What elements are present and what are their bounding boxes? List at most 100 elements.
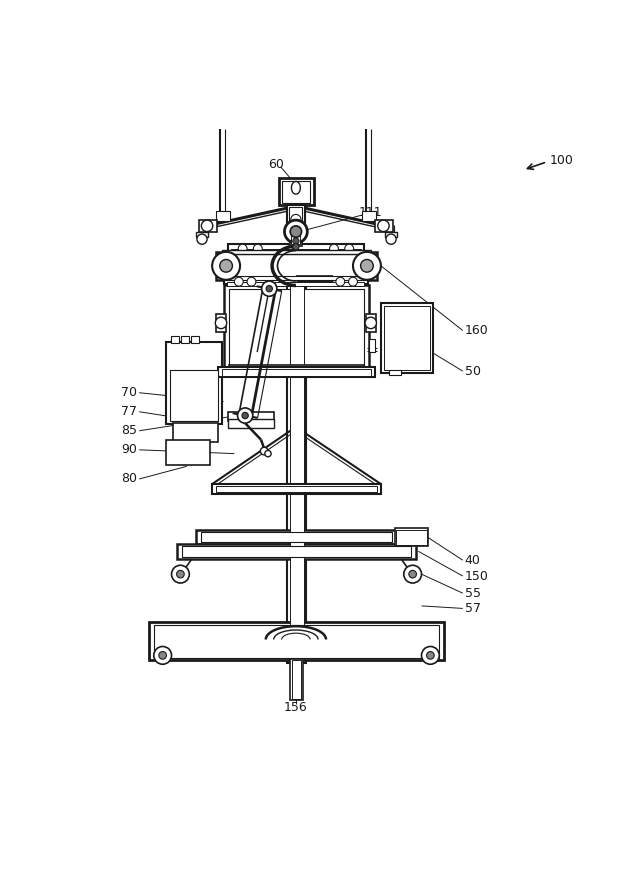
Bar <box>388 370 401 375</box>
Circle shape <box>253 244 262 253</box>
Bar <box>166 342 222 425</box>
Circle shape <box>177 570 184 578</box>
Bar <box>228 412 274 421</box>
Bar <box>181 335 189 343</box>
Circle shape <box>154 647 172 665</box>
Bar <box>365 314 376 332</box>
Circle shape <box>238 244 247 253</box>
Circle shape <box>260 447 268 455</box>
Circle shape <box>291 223 300 232</box>
Bar <box>170 370 218 421</box>
Circle shape <box>378 220 389 232</box>
Circle shape <box>202 220 212 232</box>
Bar <box>287 205 305 230</box>
Bar <box>395 528 428 546</box>
Circle shape <box>409 570 417 578</box>
Bar <box>291 232 300 244</box>
Circle shape <box>386 234 396 244</box>
Text: 111: 111 <box>359 206 383 219</box>
Circle shape <box>336 277 345 286</box>
Bar <box>216 252 377 280</box>
Circle shape <box>353 252 381 280</box>
Circle shape <box>345 244 354 253</box>
Circle shape <box>290 226 301 237</box>
Circle shape <box>266 285 273 292</box>
Bar <box>196 232 208 236</box>
Circle shape <box>220 260 232 272</box>
Circle shape <box>284 220 307 243</box>
Bar <box>289 284 303 660</box>
Bar <box>231 249 360 252</box>
Text: 50: 50 <box>465 365 481 377</box>
Text: 70: 70 <box>121 386 137 400</box>
Bar <box>222 369 371 376</box>
Bar <box>290 659 303 700</box>
Circle shape <box>237 408 253 423</box>
Bar <box>177 544 416 559</box>
Circle shape <box>242 412 248 418</box>
Bar <box>182 546 412 557</box>
Bar <box>228 289 364 365</box>
Bar <box>223 285 369 368</box>
Text: 90: 90 <box>122 443 137 457</box>
Circle shape <box>212 252 240 280</box>
Circle shape <box>422 647 439 665</box>
Text: 85: 85 <box>121 425 137 437</box>
Bar <box>292 660 301 698</box>
Circle shape <box>349 277 357 286</box>
Circle shape <box>292 244 299 250</box>
Bar <box>381 303 433 373</box>
Bar <box>287 284 306 663</box>
Text: 77: 77 <box>121 405 137 418</box>
Bar <box>384 307 429 370</box>
Circle shape <box>365 318 376 328</box>
Bar <box>220 253 373 278</box>
Bar <box>216 486 377 491</box>
Circle shape <box>234 277 243 286</box>
Bar <box>282 181 310 203</box>
Bar <box>196 531 397 544</box>
Bar <box>228 365 364 372</box>
Bar <box>201 533 392 542</box>
Circle shape <box>262 281 277 296</box>
Bar <box>223 277 368 284</box>
Bar <box>289 207 301 228</box>
Circle shape <box>159 651 166 659</box>
Bar <box>148 623 444 660</box>
Circle shape <box>330 244 339 253</box>
Bar <box>227 282 364 286</box>
Bar <box>218 368 374 377</box>
Bar <box>221 276 371 280</box>
Bar <box>200 220 217 232</box>
Circle shape <box>360 260 373 272</box>
Text: 40: 40 <box>465 554 481 566</box>
Bar <box>369 340 374 352</box>
Circle shape <box>215 318 227 328</box>
Bar <box>290 230 301 245</box>
Bar <box>166 440 210 465</box>
Bar <box>212 484 381 493</box>
Bar <box>279 178 314 205</box>
Bar <box>362 211 376 221</box>
Bar <box>171 335 179 343</box>
Text: 160: 160 <box>465 324 488 337</box>
Text: 100: 100 <box>550 154 573 167</box>
Bar <box>216 314 226 332</box>
Text: 57: 57 <box>465 602 481 615</box>
Bar <box>173 423 218 442</box>
Text: 55: 55 <box>465 587 481 599</box>
Bar <box>396 530 427 545</box>
Bar <box>154 625 439 658</box>
Circle shape <box>247 277 256 286</box>
Bar <box>228 244 364 251</box>
Text: 60: 60 <box>268 159 284 171</box>
Text: 80: 80 <box>121 473 137 485</box>
Circle shape <box>427 651 434 659</box>
Bar <box>228 419 274 428</box>
Bar <box>216 211 230 221</box>
Bar <box>221 250 371 253</box>
Circle shape <box>404 566 422 583</box>
Circle shape <box>292 238 299 244</box>
Text: 156: 156 <box>284 701 308 714</box>
Circle shape <box>197 234 207 244</box>
